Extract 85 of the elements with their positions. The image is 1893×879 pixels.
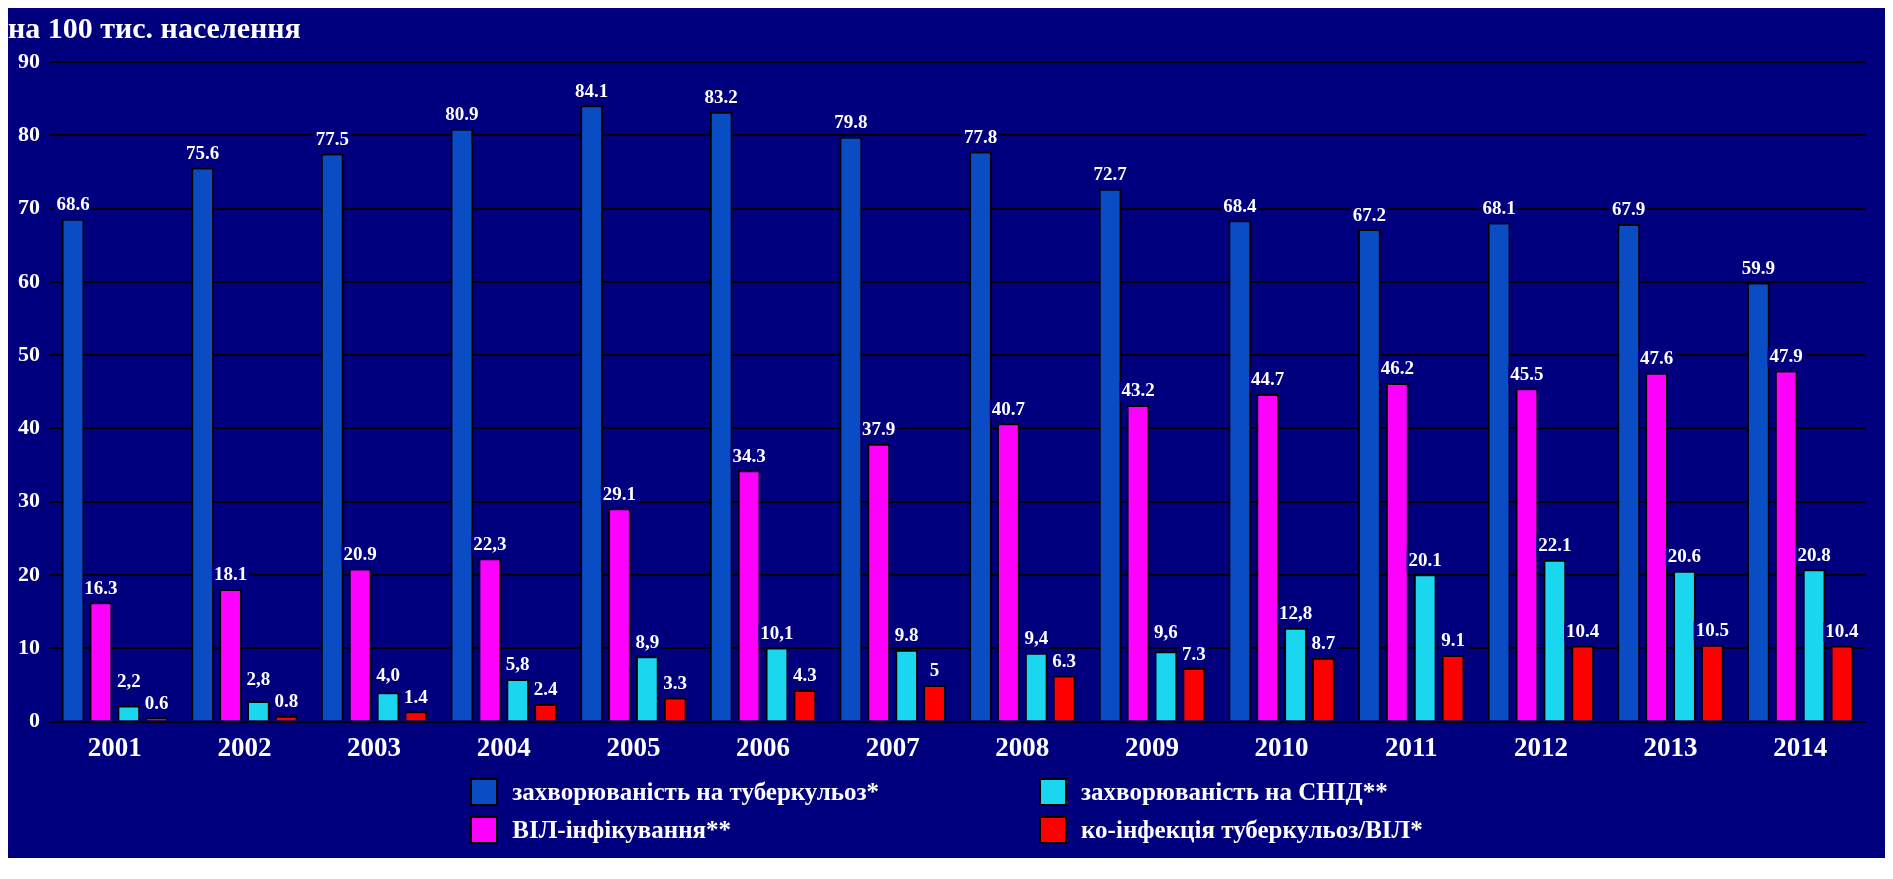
data-label: 22.1	[1538, 534, 1572, 556]
data-label: 20.6	[1667, 545, 1702, 567]
data-label: 8,9	[635, 630, 660, 652]
y-tick-label: 60	[18, 267, 40, 293]
data-label: 34.3	[732, 444, 766, 466]
x-tick-label: 2006	[736, 731, 791, 762]
data-label: 0.6	[144, 691, 169, 713]
y-tick-label: 10	[18, 634, 40, 659]
x-tick-label: 2011	[1384, 731, 1438, 762]
data-label: 20.1	[1408, 548, 1442, 570]
x-tick-label: 2001	[87, 731, 142, 762]
data-label: 10.5	[1695, 619, 1729, 641]
data-label: 72.7	[1093, 163, 1128, 185]
x-tick-label: 2007	[865, 731, 920, 762]
data-label: 83.2	[704, 86, 738, 108]
data-label: 9,4	[1024, 627, 1049, 649]
x-tick-label: 2009	[1124, 731, 1179, 762]
data-label: 12,8	[1278, 602, 1313, 624]
data-label: 37.9	[862, 418, 896, 440]
legend-label: захворюваність на туберкульоз*	[512, 778, 880, 806]
data-label: 45.5	[1510, 362, 1544, 384]
y-tick-label: 50	[18, 340, 40, 366]
y-tick-label: 30	[18, 487, 40, 513]
data-label: 29.1	[602, 482, 637, 504]
data-label: 2,8	[246, 668, 271, 690]
data-label: 18.1	[213, 563, 248, 585]
legend-label: ВІЛ-інфікування**	[512, 816, 732, 844]
data-label: 4.3	[792, 664, 817, 686]
y-tick-label: 0	[29, 707, 40, 733]
legend-label: захворюваність на СНІД**	[1081, 778, 1388, 806]
data-label: 5	[929, 659, 940, 681]
data-label: 3.3	[663, 671, 688, 693]
data-label: 77.8	[963, 125, 998, 147]
x-tick-label: 2008	[995, 731, 1050, 762]
data-label: 9.1	[1441, 629, 1465, 651]
data-label: 59.9	[1741, 257, 1775, 279]
x-tick-label: 2004	[476, 731, 531, 762]
x-tick-label: 2005	[606, 731, 661, 762]
x-tick-label: 2013	[1643, 731, 1698, 762]
data-label: 1.4	[404, 685, 429, 707]
data-label: 16.3	[84, 576, 118, 598]
y-tick-label: 90	[18, 47, 40, 73]
data-label: 2.4	[533, 678, 558, 700]
data-label: 7.3	[1181, 642, 1206, 664]
data-label: 4,0	[376, 663, 400, 685]
data-label: 77.5	[315, 128, 349, 150]
data-label: 67.2	[1352, 203, 1387, 225]
x-tick-label: 2010	[1254, 731, 1309, 762]
data-label: 40.7	[991, 397, 1026, 419]
y-tick-label: 80	[18, 120, 40, 146]
data-label: 20.8	[1797, 543, 1831, 565]
data-label: 9,6	[1154, 620, 1178, 642]
data-label: 79.8	[834, 111, 868, 133]
data-label: 68.4	[1223, 194, 1257, 216]
y-tick-label: 20	[18, 560, 40, 586]
data-label: 68.1	[1482, 196, 1516, 218]
chart-title: на 100 тис. населення	[8, 10, 301, 44]
data-label: 20.9	[343, 542, 377, 564]
x-tick-label: 2003	[347, 731, 402, 762]
data-label: 2,2	[116, 669, 141, 691]
data-label: 22,3	[473, 532, 507, 554]
data-label: 67.9	[1612, 198, 1646, 220]
data-label: 10,1	[760, 621, 794, 643]
data-label: 47.6	[1639, 347, 1674, 369]
data-label: 46.2	[1380, 357, 1414, 379]
data-label: 8.7	[1311, 632, 1336, 654]
data-label: 68.6	[56, 193, 90, 215]
data-label: 44.7	[1251, 368, 1285, 390]
legend-label: ко-інфекція туберкульоз/ВІЛ*	[1081, 816, 1423, 844]
data-label: 5,8	[505, 653, 530, 675]
data-label: 9.8	[894, 624, 919, 646]
data-label: 10.4	[1566, 619, 1600, 641]
x-tick-label: 2012	[1513, 731, 1568, 762]
data-label: 6.3	[1052, 649, 1077, 671]
data-label: 0.8	[274, 690, 299, 712]
x-tick-label: 2014	[1773, 731, 1828, 762]
y-tick-label: 70	[18, 194, 40, 220]
data-label: 47.9	[1769, 344, 1803, 366]
data-label: 43.2	[1121, 379, 1155, 401]
data-label: 75.6	[186, 141, 220, 163]
x-tick-label: 2002	[217, 731, 272, 762]
data-label: 10.4	[1825, 619, 1860, 641]
y-tick-label: 40	[18, 414, 40, 440]
data-label: 80.9	[445, 103, 479, 125]
data-label: 84.1	[574, 79, 609, 101]
